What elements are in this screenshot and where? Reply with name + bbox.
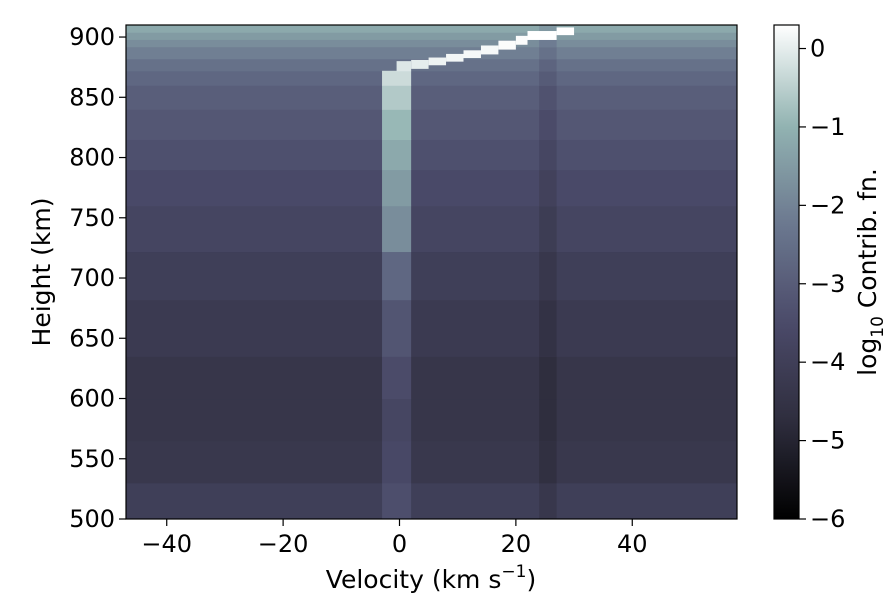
x-axis-label-main: Velocity (km s (326, 565, 502, 594)
heatmap-band (126, 85, 737, 110)
heatmap-band (126, 205, 737, 253)
colorbar-label-prefix: log (853, 338, 882, 376)
heatmap-dark-stripe (539, 169, 557, 207)
y-axis-label: Height (km) (27, 198, 56, 347)
y-tick-label: 550 (69, 445, 115, 473)
x-axis-label-superscript: −1 (501, 562, 526, 582)
heatmap-dark-stripe (539, 46, 557, 60)
heatmap-ridge-cell (382, 139, 412, 171)
colorbar-tick-label: −5 (810, 427, 845, 455)
heatmap-ridge-cell (428, 57, 447, 66)
y-tick-label: 650 (69, 324, 115, 352)
heatmap-ridge-cell (463, 50, 481, 59)
colorbar-label-suffix: Contrib. fn. (853, 168, 882, 316)
heatmap-ridge-cell (446, 53, 464, 62)
heatmap-ridge-cell (498, 40, 516, 50)
heatmap-band (126, 251, 737, 301)
x-axis-label: Velocity (km s−1) (326, 562, 536, 594)
y-tick-label: 700 (69, 264, 115, 292)
heatmap-dark-stripe (539, 85, 557, 110)
x-tick-label: 0 (392, 530, 407, 558)
heatmap-dark-stripe (539, 482, 557, 519)
heatmap-band (126, 356, 737, 400)
heatmap-band (126, 139, 737, 171)
x-axis-label-tail: ) (526, 565, 536, 594)
heatmap-band (126, 70, 737, 86)
heatmap-band (126, 398, 737, 442)
heatmap-dark-stripe (539, 109, 557, 140)
heatmap-band (126, 25, 737, 33)
x-axis: −40 −20 0 20 40 (141, 519, 648, 558)
heatmap-dark-stripe (539, 398, 557, 442)
heatmap-ridge-cell (382, 205, 412, 253)
heatmap-dark-stripe (539, 356, 557, 400)
heatmap-dark-stripe (539, 139, 557, 171)
heatmap-ridge-cell (382, 482, 412, 519)
colorbar-tick-label: 0 (810, 35, 825, 63)
y-tick-label: 600 (69, 385, 115, 413)
x-tick-label: −40 (141, 530, 192, 558)
heatmap-band (126, 46, 737, 60)
colorbar-tick-label: −6 (810, 505, 845, 533)
heatmap-cells (126, 25, 737, 519)
colorbar-fill (774, 25, 799, 519)
y-tick-label: 500 (69, 505, 115, 533)
heatmap-band (126, 169, 737, 207)
heatmap-band (126, 39, 737, 48)
heatmap-ridge-cell (382, 85, 412, 110)
y-tick-label: 900 (69, 23, 115, 51)
plot-frame (125, 24, 738, 520)
heatmap-band (126, 299, 737, 357)
colorbar-label: log10 Contrib. fn. (853, 168, 888, 376)
heatmap-dark-stripe (539, 25, 557, 33)
heatmap-ridge-cell (382, 70, 412, 86)
heatmap-band (126, 482, 737, 519)
heatmap-ridge-cell (382, 251, 412, 301)
heatmap-band (126, 440, 737, 484)
heatmap-ridge-cell (556, 27, 575, 36)
heatmap-ridge-cell (382, 356, 412, 400)
colorbar-ticks: 0 −1 −2 −3 −4 −5 −6 (799, 35, 845, 533)
heatmap-ridge-cell (382, 398, 412, 442)
heatmap-ridge-cell (480, 45, 499, 55)
heatmap-dark-stripe (539, 70, 557, 86)
heatmap-band (126, 109, 737, 140)
heatmap-ridge-cell (515, 35, 528, 45)
heatmap-ridge-cell (382, 440, 412, 484)
colorbar-tick-label: −1 (810, 113, 845, 141)
heatmap-ridge-cell (382, 299, 412, 357)
heatmap-dark-stripe (539, 58, 557, 72)
y-tick-label: 800 (69, 144, 115, 172)
y-tick-label: 750 (69, 204, 115, 232)
colorbar: 0 −1 −2 −3 −4 −5 −6 log10 Contrib. fn. (773, 24, 888, 533)
colorbar-label-subscript: 10 (868, 316, 888, 338)
heatmap-dark-stripe (539, 205, 557, 253)
x-tick-label: 40 (617, 530, 648, 558)
heatmap-band (126, 32, 737, 40)
colorbar-tick-label: −4 (810, 348, 845, 376)
colorbar-tick-label: −2 (810, 191, 845, 219)
heatmap-ridge-cell (382, 109, 412, 140)
colorbar-frame (773, 24, 800, 520)
heatmap-dark-stripe (539, 251, 557, 301)
heatmap-dark-stripe (539, 299, 557, 357)
heatmap-ridge-cell (411, 59, 429, 69)
y-tick-label: 850 (69, 83, 115, 111)
heatmap-dark-stripe (539, 440, 557, 484)
x-tick-label: −20 (258, 530, 309, 558)
heatmap-ridge-cell (396, 61, 412, 72)
heatmap-dark-stripe (539, 39, 557, 48)
heatmap-ridge-cell (527, 31, 557, 40)
colorbar-tick-label: −3 (810, 270, 845, 298)
heatmap-ridge-cell (382, 169, 412, 207)
x-tick-label: 20 (501, 530, 532, 558)
y-axis: 500 550 600 650 700 750 800 850 900 (69, 23, 126, 533)
